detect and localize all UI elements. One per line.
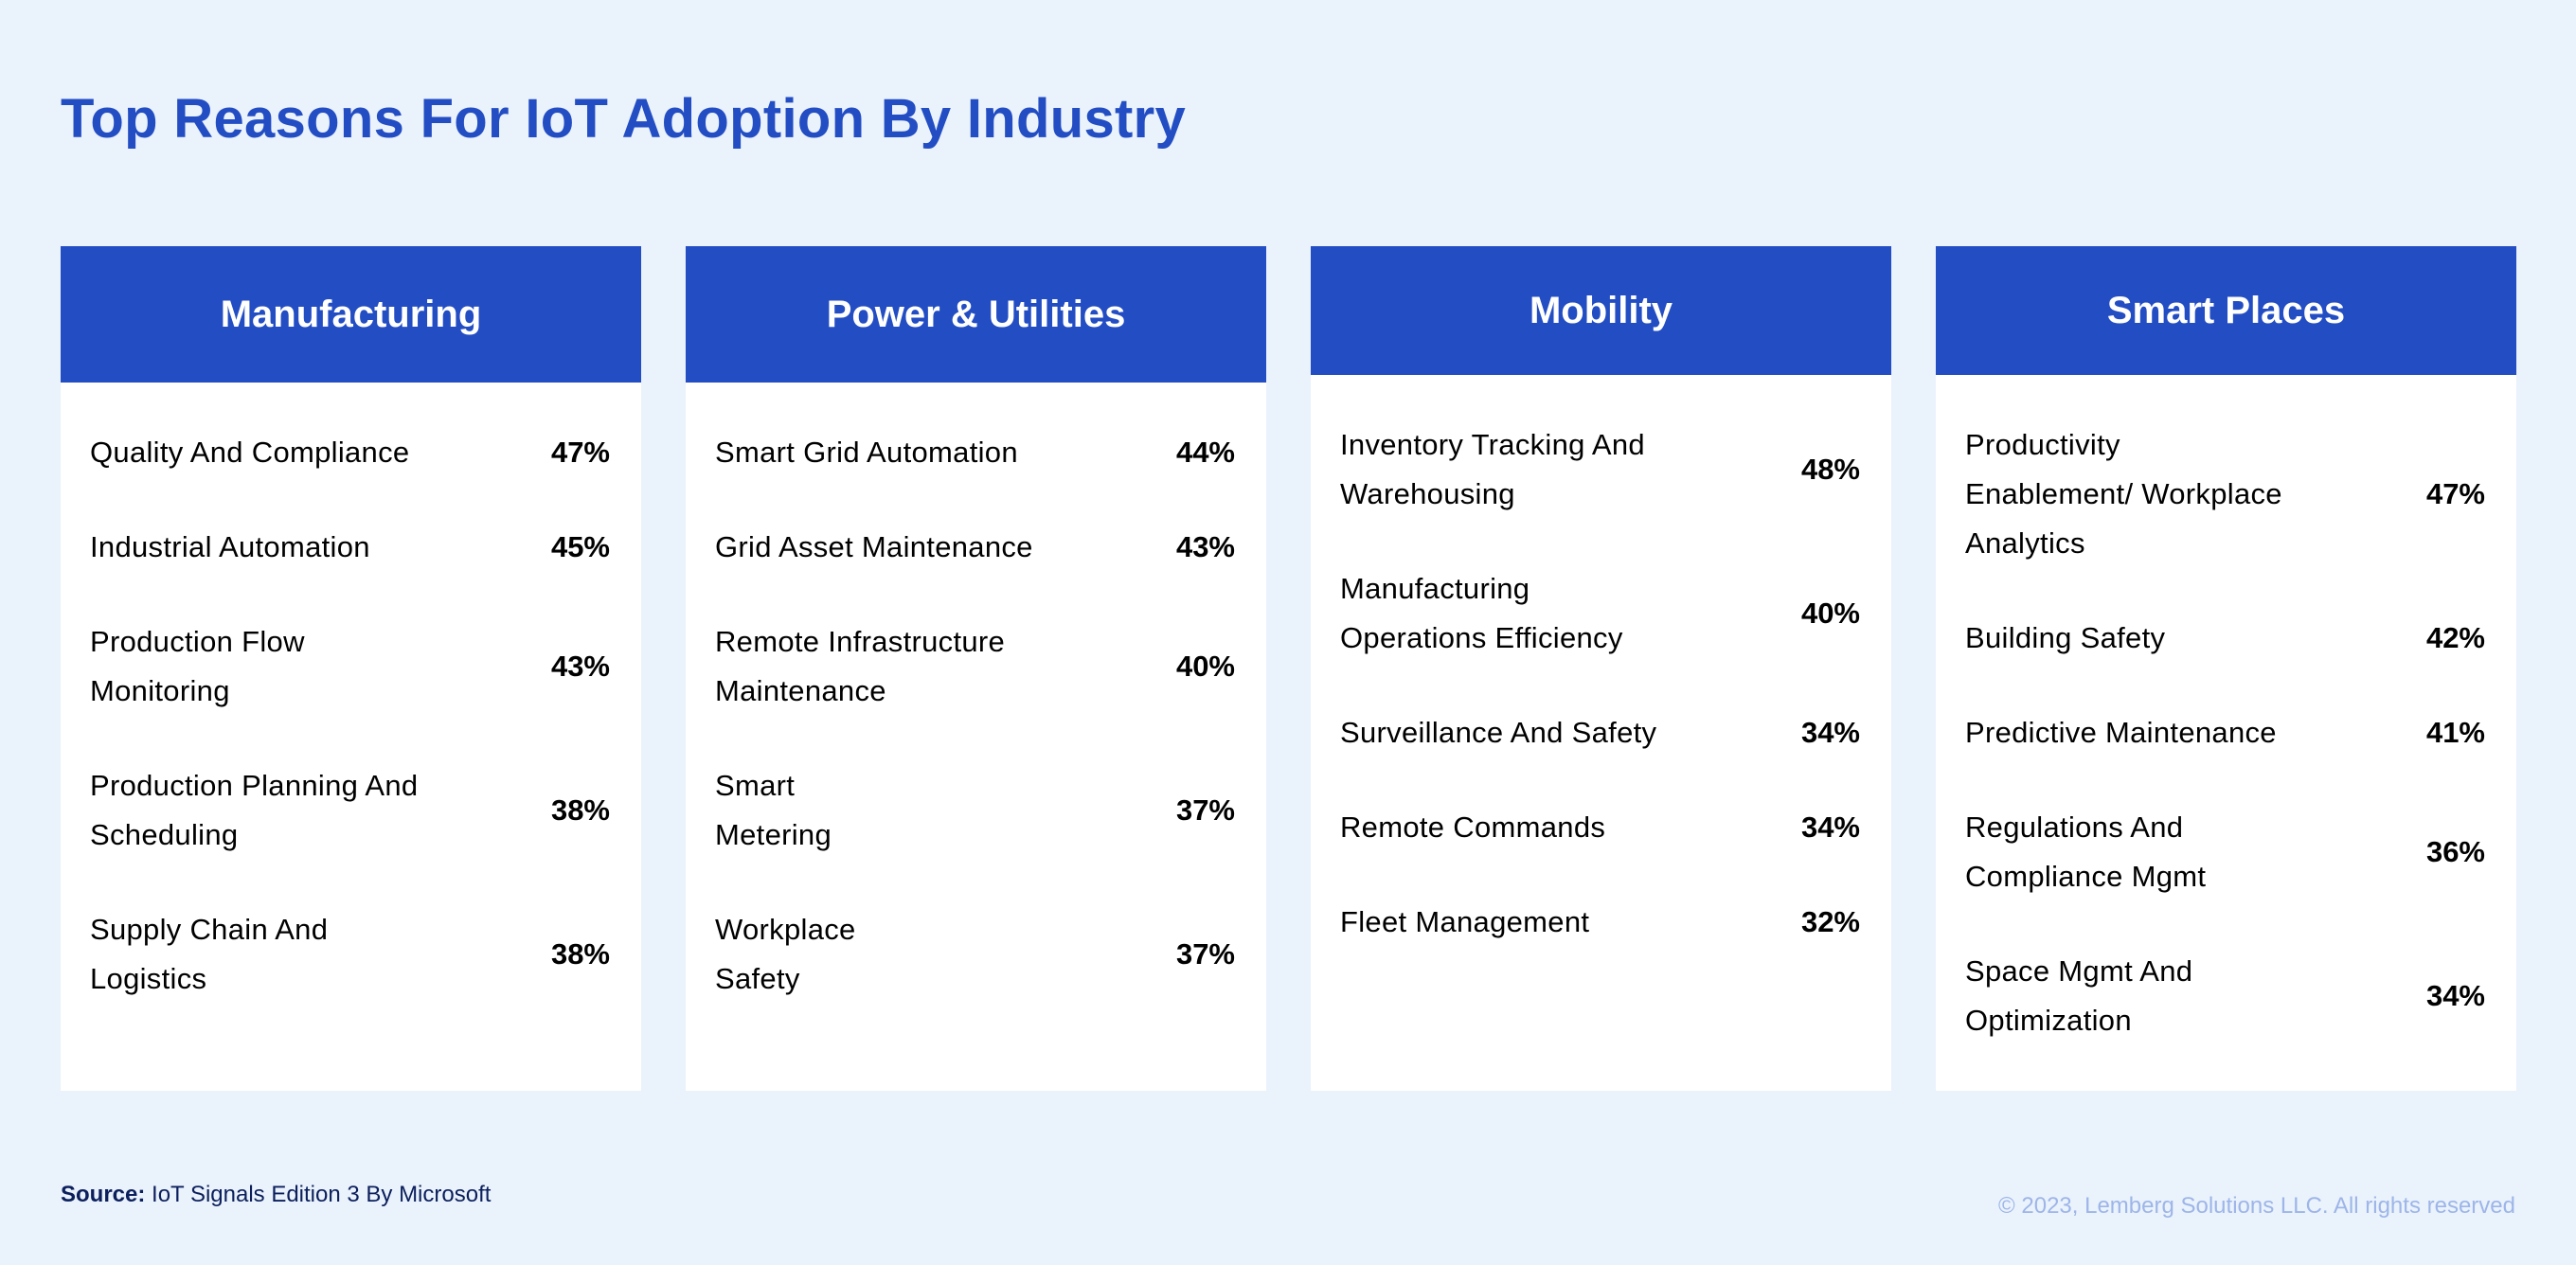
reason-row: Remote Commands 34% [1340, 803, 1860, 852]
reason-label: Grid Asset Maintenance [715, 530, 1033, 563]
reason-percentage: 34% [1800, 811, 1860, 844]
reason-row: Space Mgmt And Optimization 34% [1965, 947, 2485, 1045]
reason-percentage: 48% [1800, 453, 1860, 486]
reason-row: Building Safety 42% [1965, 614, 2485, 663]
source-text: IoT Signals Edition 3 By Microsoft [145, 1182, 492, 1207]
card-smart-places: Smart Places Productivity Enablement/ Wor… [1936, 246, 2516, 1091]
reason-percentage: 41% [2425, 716, 2485, 749]
reason-label: Remote Infrastructure Maintenance [715, 625, 1006, 707]
card-power-utilities: Power & Utilities Smart Grid Automation 44… [686, 246, 1266, 1091]
reason-percentage: 40% [1175, 650, 1235, 683]
reason-percentage: 34% [1800, 716, 1860, 749]
reason-label: Smart Grid Automation [715, 436, 1018, 469]
reason-percentage: 37% [1175, 793, 1235, 827]
reason-label: Workplace Safety [715, 913, 856, 995]
reason-row: Production Planning And Scheduling 38% [90, 761, 610, 860]
reason-row: Productivity Enablement/ Workplace Analy… [1965, 420, 2485, 568]
reason-label: Smart Metering [715, 769, 832, 851]
reason-label: Inventory Tracking And Warehousing [1340, 428, 1645, 510]
reason-list: Productivity Enablement/ Workplace Analy… [1936, 375, 2516, 1045]
reason-label: Quality And Compliance [90, 436, 410, 469]
reason-label: Remote Commands [1340, 811, 1606, 844]
reason-row: Workplace Safety 37% [715, 905, 1235, 1004]
card-manufacturing: Manufacturing Quality And Compliance 47% In… [61, 246, 641, 1091]
page-title: Top Reasons For IoT Adoption By Industry [61, 88, 1187, 150]
copyright: © 2023, Lemberg Solutions LLC. All right… [1998, 1193, 2515, 1219]
reason-row: Quality And Compliance 47% [90, 428, 610, 477]
reason-list: Smart Grid Automation 44% Grid Asset Maint… [686, 383, 1266, 1004]
reason-percentage: 36% [2425, 835, 2485, 868]
card-header: Mobility [1311, 246, 1891, 375]
reason-row: Industrial Automation 45% [90, 523, 610, 572]
reason-label: Production Flow Monitoring [90, 625, 305, 707]
reason-row: Production Flow Monitoring 43% [90, 617, 610, 716]
reason-row: Smart Metering 37% [715, 761, 1235, 860]
reason-percentage: 42% [2425, 621, 2485, 654]
reason-label: Space Mgmt And Optimization [1965, 954, 2193, 1037]
reason-percentage: 38% [550, 937, 610, 971]
reason-percentage: 44% [1175, 436, 1235, 469]
source-note: Source: IoT Signals Edition 3 By Microso… [61, 1182, 491, 1208]
reason-percentage: 47% [550, 436, 610, 469]
reason-row: Surveillance And Safety 34% [1340, 708, 1860, 757]
reason-label: Production Planning And Scheduling [90, 769, 419, 851]
reason-label: Supply Chain And Logistics [90, 913, 329, 995]
reason-percentage: 37% [1175, 937, 1235, 971]
reason-row: Predictive Maintenance 41% [1965, 708, 2485, 757]
reason-row: Supply Chain And Logistics 38% [90, 905, 610, 1004]
reason-list: Quality And Compliance 47% Industrial Auto… [61, 383, 641, 1004]
card-header: Smart Places [1936, 246, 2516, 375]
source-label: Source: [61, 1182, 146, 1207]
reason-percentage: 38% [550, 793, 610, 827]
reason-row: Smart Grid Automation 44% [715, 428, 1235, 477]
reason-label: Manufacturing Operations Efficiency [1340, 572, 1623, 654]
reason-percentage: 47% [2425, 477, 2485, 510]
card-header: Power & Utilities [686, 246, 1266, 383]
reason-row: Inventory Tracking And Warehousing 48% [1340, 420, 1860, 519]
reason-percentage: 43% [1175, 530, 1235, 563]
reason-label: Surveillance And Safety [1340, 716, 1657, 749]
card-mobility: Mobility Inventory Tracking And Warehousi… [1311, 246, 1891, 1091]
reason-row: Regulations And Compliance Mgmt 36% [1965, 803, 2485, 901]
reason-row: Remote Infrastructure Maintenance 40% [715, 617, 1235, 716]
reason-label: Predictive Maintenance [1965, 716, 2277, 749]
reason-label: Regulations And Compliance Mgmt [1965, 811, 2207, 893]
card-header: Manufacturing [61, 246, 641, 383]
reason-label: Fleet Management [1340, 905, 1590, 938]
reason-label: Building Safety [1965, 621, 2166, 654]
reason-row: Manufacturing Operations Efficiency 40% [1340, 564, 1860, 663]
reason-percentage: 43% [550, 650, 610, 683]
reason-row: Grid Asset Maintenance 43% [715, 523, 1235, 572]
reason-percentage: 34% [2425, 979, 2485, 1012]
reason-label: Industrial Automation [90, 530, 370, 563]
reason-list: Inventory Tracking And Warehousing 48% Man… [1311, 375, 1891, 947]
reason-percentage: 32% [1800, 905, 1860, 938]
reason-row: Fleet Management 32% [1340, 898, 1860, 947]
reason-percentage: 40% [1800, 597, 1860, 630]
reason-label: Productivity Enablement/ Workplace Analy… [1965, 428, 2282, 560]
reason-percentage: 45% [550, 530, 610, 563]
